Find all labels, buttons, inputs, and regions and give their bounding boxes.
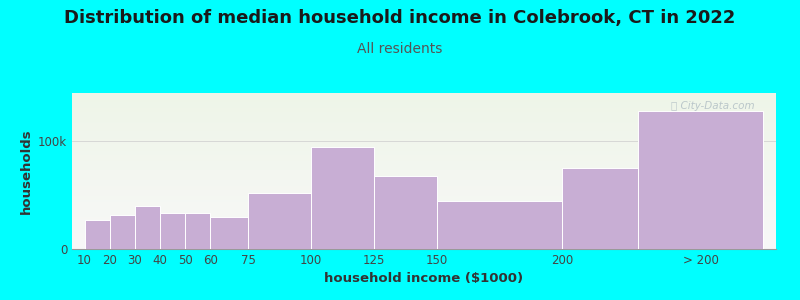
Bar — [110, 214, 135, 249]
Bar — [437, 201, 562, 249]
Bar — [638, 111, 763, 249]
Bar — [85, 220, 110, 249]
Text: All residents: All residents — [358, 42, 442, 56]
Bar — [210, 217, 248, 249]
Text: ⓘ City-Data.com: ⓘ City-Data.com — [671, 101, 755, 111]
Bar — [374, 176, 437, 249]
Bar — [160, 214, 185, 249]
X-axis label: household income ($1000): household income ($1000) — [325, 272, 523, 285]
Bar — [248, 193, 311, 249]
Bar — [135, 206, 160, 249]
Bar — [562, 168, 638, 249]
Bar — [311, 147, 374, 249]
Text: Distribution of median household income in Colebrook, CT in 2022: Distribution of median household income … — [64, 9, 736, 27]
Y-axis label: households: households — [19, 128, 33, 214]
Bar — [185, 214, 210, 249]
